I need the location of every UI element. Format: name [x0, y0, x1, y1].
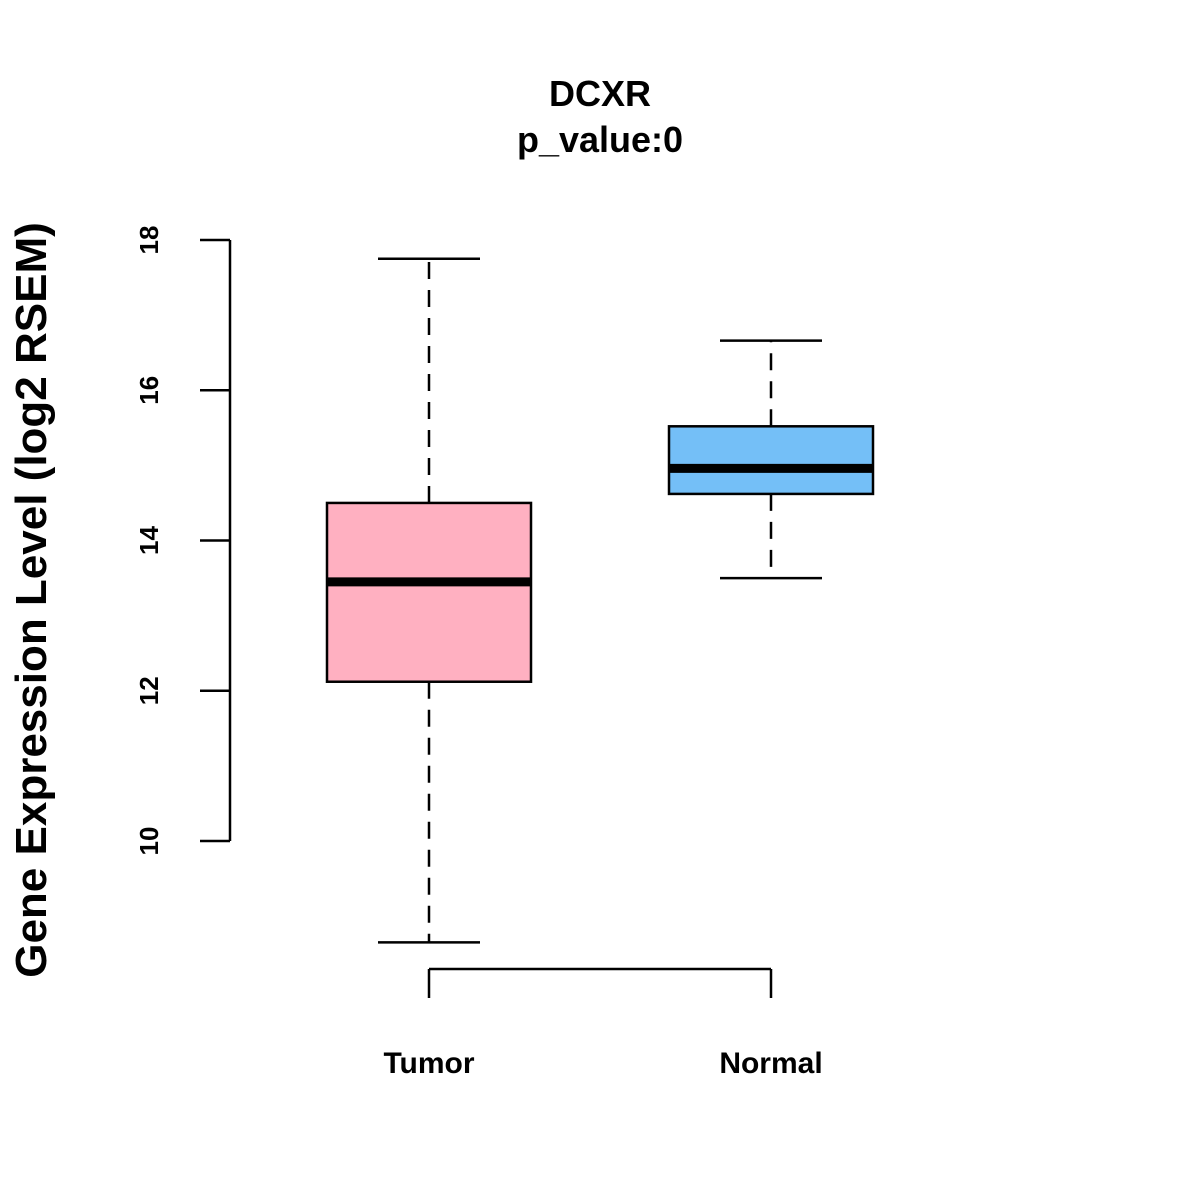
y-tick-label: 14 — [134, 526, 164, 555]
iqr-box — [667, 425, 875, 496]
x-axis: Tumor Normal — [383, 967, 823, 1080]
x-category-label-tumor: Tumor — [383, 1047, 474, 1080]
y-axis-label: Gene Expression Level (log2 RSEM) — [7, 222, 56, 978]
boxes — [325, 257, 875, 944]
x-category-label-normal: Normal — [719, 1047, 822, 1080]
y-tick-label: 18 — [134, 226, 164, 255]
box-tumor — [325, 257, 533, 944]
y-tick-label: 10 — [134, 827, 164, 856]
chart-title: DCXR — [549, 73, 651, 114]
y-tick-label: 12 — [134, 676, 164, 705]
chart-subtitle: p_value:0 — [517, 119, 683, 160]
box-normal — [667, 339, 875, 580]
iqr-box — [325, 501, 533, 683]
y-axis: 10 12 14 16 18 — [134, 226, 232, 856]
y-tick-label: 16 — [134, 376, 164, 405]
